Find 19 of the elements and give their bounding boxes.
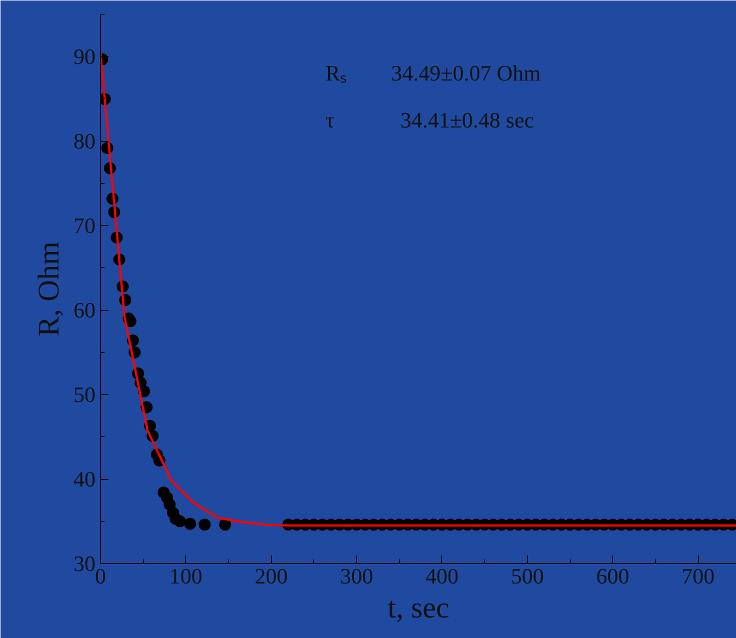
x-tick-label: 0 (95, 564, 106, 588)
x-tick-label: 700 (682, 564, 715, 588)
x-tick-label: 200 (254, 564, 288, 588)
y-tick-label: 40 (74, 466, 96, 492)
y-axis-title: R, Ohm (32, 241, 66, 337)
y-tick-label: 70 (74, 213, 96, 238)
x-tick-label: 100 (169, 564, 202, 588)
annotation: τ 34.41±0.48 sec (326, 108, 534, 132)
y-tick-label: 30 (74, 551, 96, 576)
annotation: Rₛ 34.49±0.07 Ohm (326, 60, 541, 86)
x-tick-label: 600 (596, 564, 630, 588)
y-tick-label: 90 (74, 44, 96, 70)
x-tick-label: 500 (510, 564, 544, 588)
x-axis-title: t, sec (388, 592, 450, 624)
y-tick-label: 80 (74, 128, 96, 154)
y-tick-label: 50 (74, 382, 96, 408)
x-tick-label: 300 (340, 564, 374, 588)
x-tick-label: 400 (425, 564, 458, 588)
y-tick-label: 60 (74, 298, 96, 323)
